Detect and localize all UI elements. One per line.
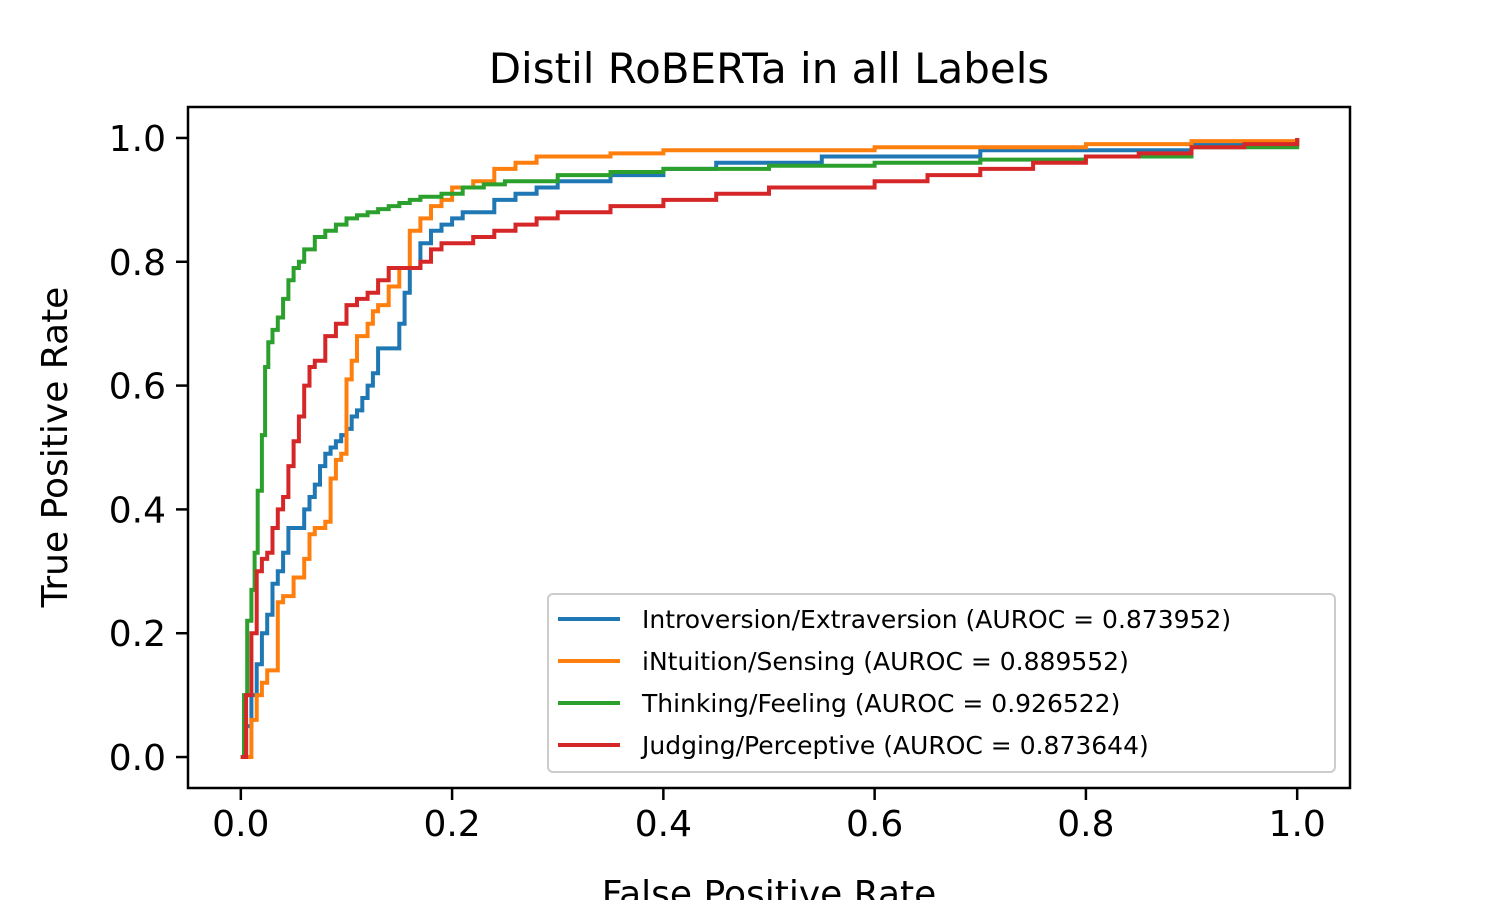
legend-label-2: iNtuition/Sensing (AUROC = 0.889552) [642,647,1129,676]
plot-area [186,105,1352,790]
plot-frame [186,105,1352,790]
y-tick-label: 0.2 [109,614,166,655]
series-line-1 [240,138,1300,759]
y-tick-label: 0.6 [109,367,166,408]
y-tick-label: 0.0 [109,738,166,779]
series-line-2 [240,138,1300,759]
y-tick-label: 0.8 [109,243,166,284]
x-tick-label: 1.0 [1269,804,1326,845]
series-line-3 [240,138,1300,759]
x-tick-label: 0.6 [846,804,903,845]
legend: Introversion/Extraversion (AUROC = 0.873… [547,593,1336,773]
x-tick-label: 0.8 [1057,804,1114,845]
legend-box [547,593,1336,773]
x-axis: 0.0 0.2 0.4 0.6 0.8 1.0 [212,788,1326,845]
y-tick-label: 1.0 [109,119,166,160]
y-tick-label: 0.4 [109,490,166,531]
y-axis: 0.0 0.2 0.4 0.6 0.8 1.0 [109,119,188,779]
x-tick-label: 0.2 [423,804,480,845]
series-line-4 [240,138,1300,759]
y-axis-label: True Positive Rate [35,287,76,609]
legend-label-1: Introversion/Extraversion (AUROC = 0.873… [642,605,1231,634]
x-axis-label: False Positive Rate [602,874,937,900]
chart-title: Distil RoBERTa in all Labels [489,44,1050,93]
legend-label-3: Thinking/Feeling (AUROC = 0.926522) [641,689,1120,718]
legend-label-4: Judging/Perceptive (AUROC = 0.873644) [640,731,1149,760]
x-tick-label: 0.4 [635,804,692,845]
x-tick-label: 0.0 [212,804,269,845]
